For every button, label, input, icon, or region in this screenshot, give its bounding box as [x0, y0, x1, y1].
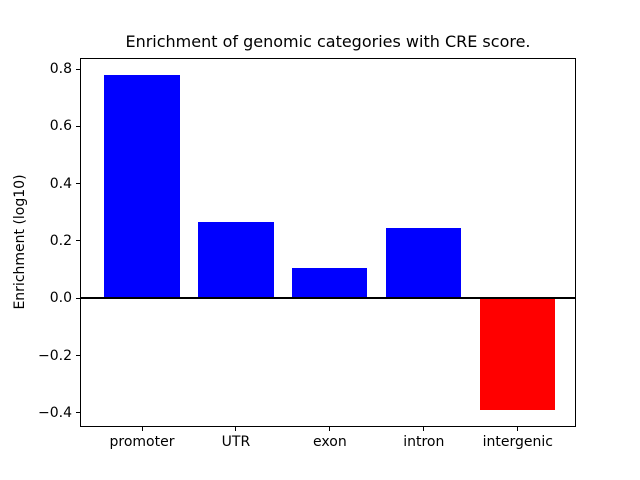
y-tick-mark [76, 240, 80, 242]
y-tick-mark [76, 355, 80, 357]
bar-exon [292, 268, 368, 299]
x-tick-mark [329, 427, 331, 432]
y-tick-label: −0.2 [38, 347, 72, 364]
y-tick-label: 0.4 [49, 175, 72, 192]
x-tick-mark [517, 427, 519, 432]
chart-title: Enrichment of genomic categories with CR… [125, 32, 531, 51]
y-tick-label: 0.2 [49, 232, 72, 249]
y-tick-label: 0.0 [49, 290, 72, 307]
y-tick-mark [76, 68, 80, 70]
x-tick-label-intergenic: intergenic [482, 434, 553, 451]
y-tick-label: −0.4 [38, 404, 72, 421]
x-tick-label-UTR: UTR [221, 434, 251, 451]
x-tick-mark [423, 427, 425, 432]
zero-line [80, 297, 576, 300]
y-tick-mark [76, 412, 80, 414]
x-tick-label-promoter: promoter [109, 434, 175, 451]
plot-area [80, 57, 576, 428]
x-tick-label-intron: intron [403, 434, 445, 451]
bar-promoter [104, 74, 180, 299]
y-tick-mark [76, 297, 80, 299]
x-tick-mark [141, 427, 143, 432]
bar-UTR [198, 222, 274, 299]
bar-intron [386, 228, 462, 299]
y-tick-label: 0.8 [49, 61, 72, 78]
y-tick-label: 0.6 [49, 118, 72, 135]
x-tick-label-exon: exon [313, 434, 347, 451]
x-tick-mark [235, 427, 237, 432]
bar-intergenic [480, 298, 556, 410]
y-tick-mark [76, 183, 80, 185]
y-tick-mark [76, 125, 80, 127]
